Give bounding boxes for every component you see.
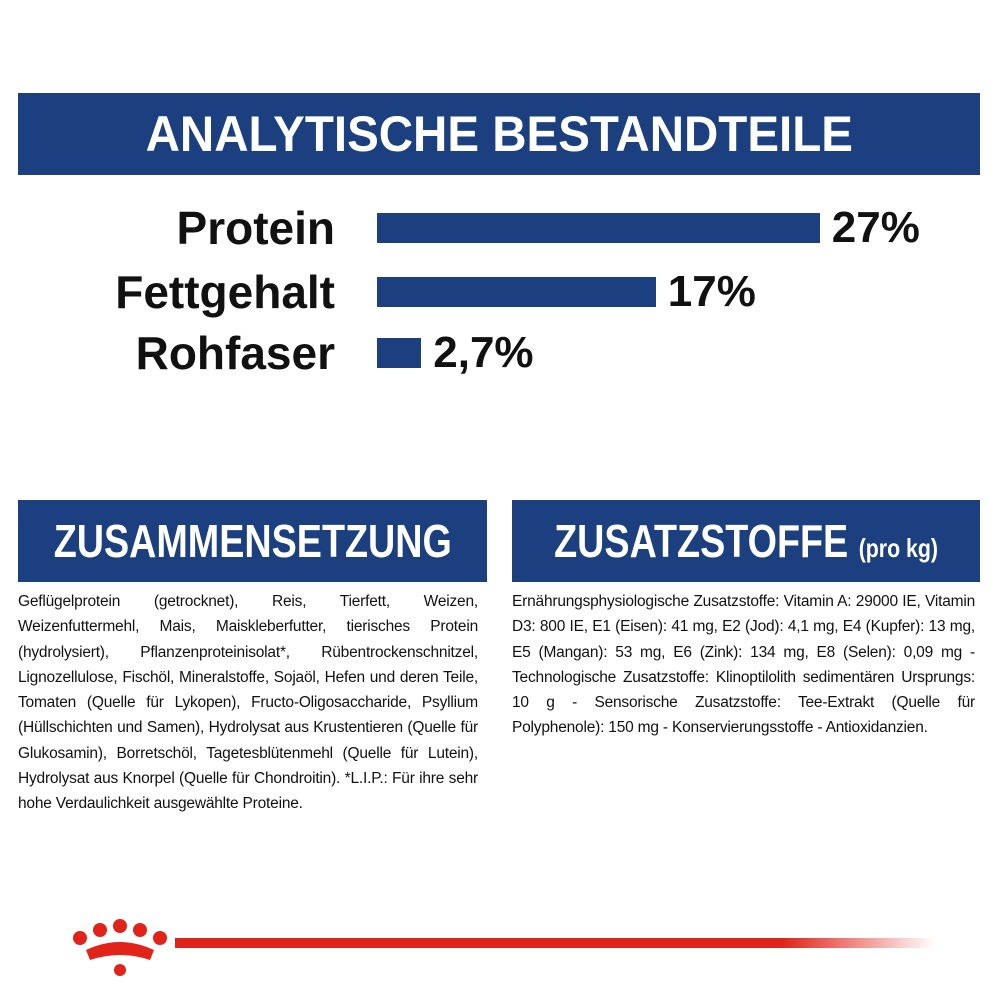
additives-banner: ZUSATZSTOFFE (pro kg) [512, 500, 980, 582]
additives-title: ZUSATZSTOFFE [554, 515, 849, 567]
category-label: Protein [176, 202, 335, 254]
additives-text: Ernährungsphysiologische Zusatzstoffe: V… [512, 593, 975, 737]
bar [377, 277, 656, 307]
category-label: Rohfaser [135, 327, 335, 379]
bar [377, 338, 422, 368]
additives-title-suffix: (pro kg) [858, 533, 938, 563]
composition-banner: ZUSAMMENSETZUNG [18, 500, 487, 582]
value-label: 2,7% [433, 328, 534, 377]
value-label: 17% [667, 267, 756, 316]
header-title: ANALYTISCHE BESTANDTEILE [145, 106, 853, 162]
crown-logo [73, 919, 167, 976]
header-banner: ANALYTISCHE BESTANDTEILE [18, 93, 980, 175]
value-label: 27% [831, 203, 920, 252]
bar [377, 213, 820, 243]
additives-title-wrap: ZUSATZSTOFFE (pro kg) [554, 514, 938, 568]
analysis-chart: Protein 27% Fettgehalt 17% Rohfaser 2,7% [0, 195, 1000, 385]
footer-logo [73, 919, 935, 976]
composition-title: ZUSAMMENSETZUNG [53, 515, 452, 567]
composition-text: Geflügelprotein (getrocknet), Reis, Tier… [18, 593, 478, 813]
footer-line [175, 938, 935, 948]
category-label: Fettgehalt [115, 266, 335, 318]
